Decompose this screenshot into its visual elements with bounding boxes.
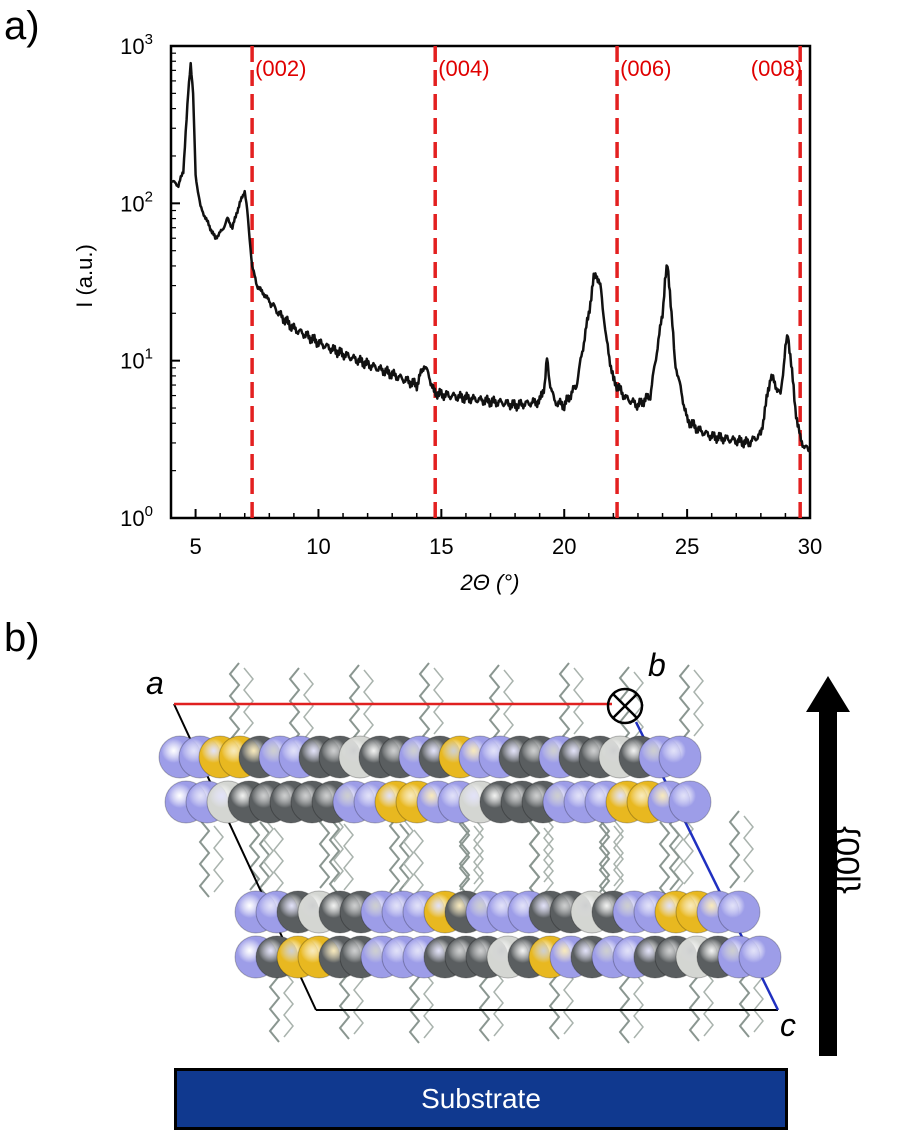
alkyl-chain — [473, 825, 484, 893]
y-tick-label: 101 — [120, 346, 153, 374]
nitrogen-atom — [668, 780, 712, 824]
reference-line-label: (006) — [620, 56, 671, 81]
alkyl-chain — [598, 819, 611, 898]
x-tick-label: 5 — [189, 534, 201, 559]
alkyl-chain — [683, 817, 694, 885]
alkyl-chain — [743, 815, 754, 883]
alkyl-chain — [598, 814, 611, 893]
nitrogen-atom — [717, 890, 761, 934]
alkyl-chain — [433, 667, 444, 735]
axis-label-b: b — [648, 647, 666, 683]
alkyl-chain — [213, 825, 224, 893]
reference-lines: (002) (004) (006) (008) — [250, 46, 802, 518]
alkyl-chain — [273, 827, 284, 895]
alkyl-chain — [303, 672, 314, 740]
alkyl-chain — [703, 969, 714, 1037]
b-axis-into-page-icon — [606, 687, 644, 725]
axis-label-a: a — [146, 665, 164, 701]
alkyl-chain — [473, 817, 484, 885]
alkyl-chain — [728, 810, 741, 889]
alkyl-chain — [228, 662, 241, 741]
alkyl-chain — [573, 667, 584, 735]
molecular-layers — [158, 735, 782, 979]
alkyl-chain — [543, 815, 554, 883]
y-tick-label: 102 — [120, 188, 153, 216]
reference-line-label: (004) — [438, 56, 489, 81]
alkyl-chain — [408, 965, 421, 1044]
alkyl-chain — [288, 667, 301, 746]
x-tick-label: 30 — [798, 534, 822, 559]
substrate-block: Substrate — [174, 1068, 788, 1130]
growth-direction-arrow — [806, 676, 850, 1056]
alkyl-chain — [418, 662, 431, 741]
panel-b-label: b) — [4, 616, 40, 660]
y-tick-label: 100 — [120, 503, 153, 531]
alkyl-chain — [678, 664, 691, 743]
xrd-pattern-line — [170, 61, 812, 453]
alkyl-chain — [423, 971, 434, 1039]
panel-a-label: a) — [4, 4, 40, 48]
alkyl-chain — [198, 819, 211, 898]
alkyl-chain — [613, 819, 624, 887]
alkyl-chain — [248, 812, 261, 891]
alkyl-chain — [333, 815, 344, 883]
x-tick-label: 10 — [306, 534, 330, 559]
reference-line-label: (002) — [255, 56, 306, 81]
alkyl-chain — [353, 967, 364, 1035]
alkyl-chain — [543, 827, 554, 895]
alkyl-chain — [693, 669, 704, 737]
alkyl-chain — [243, 667, 254, 735]
alkyl-chain — [283, 970, 294, 1038]
alkyl-chain — [343, 823, 354, 891]
nitrogen-atom — [658, 735, 702, 779]
alkyl-chain — [613, 825, 624, 893]
arrow-label: {00l} — [827, 825, 866, 895]
x-axis-label: 2Θ (°) — [460, 570, 520, 595]
y-tick-label: 103 — [120, 31, 153, 59]
chart-series — [170, 61, 812, 453]
alkyl-chain — [558, 662, 571, 741]
chart-ticks: 5 10 15 20 25 30 100 101 102 103 — [120, 31, 822, 559]
alkyl-chain — [658, 821, 671, 900]
alkyl-side-chains — [198, 662, 764, 1044]
alkyl-chain — [263, 817, 274, 885]
alkyl-chain — [618, 965, 631, 1044]
alkyl-chain — [633, 971, 644, 1039]
axis-label-c: c — [780, 1007, 796, 1043]
alkyl-chain — [673, 827, 684, 895]
alkyl-chain — [413, 829, 424, 897]
alkyl-chain — [388, 814, 401, 893]
alkyl-chain — [493, 969, 504, 1037]
alkyl-chain — [528, 810, 541, 889]
alkyl-chain — [563, 967, 574, 1035]
alkyl-chain — [328, 817, 341, 896]
nitrogen-atom — [738, 935, 782, 979]
reference-line-label: (008) — [751, 56, 802, 81]
x-tick-label: 15 — [429, 534, 453, 559]
alkyl-chain — [458, 812, 471, 891]
alkyl-chain — [668, 812, 681, 891]
y-axis-label: I (a.u.) — [72, 244, 97, 308]
x-tick-label: 25 — [675, 534, 699, 559]
alkyl-chain — [318, 810, 331, 889]
x-tick-label: 20 — [552, 534, 576, 559]
alkyl-chain — [403, 819, 414, 887]
